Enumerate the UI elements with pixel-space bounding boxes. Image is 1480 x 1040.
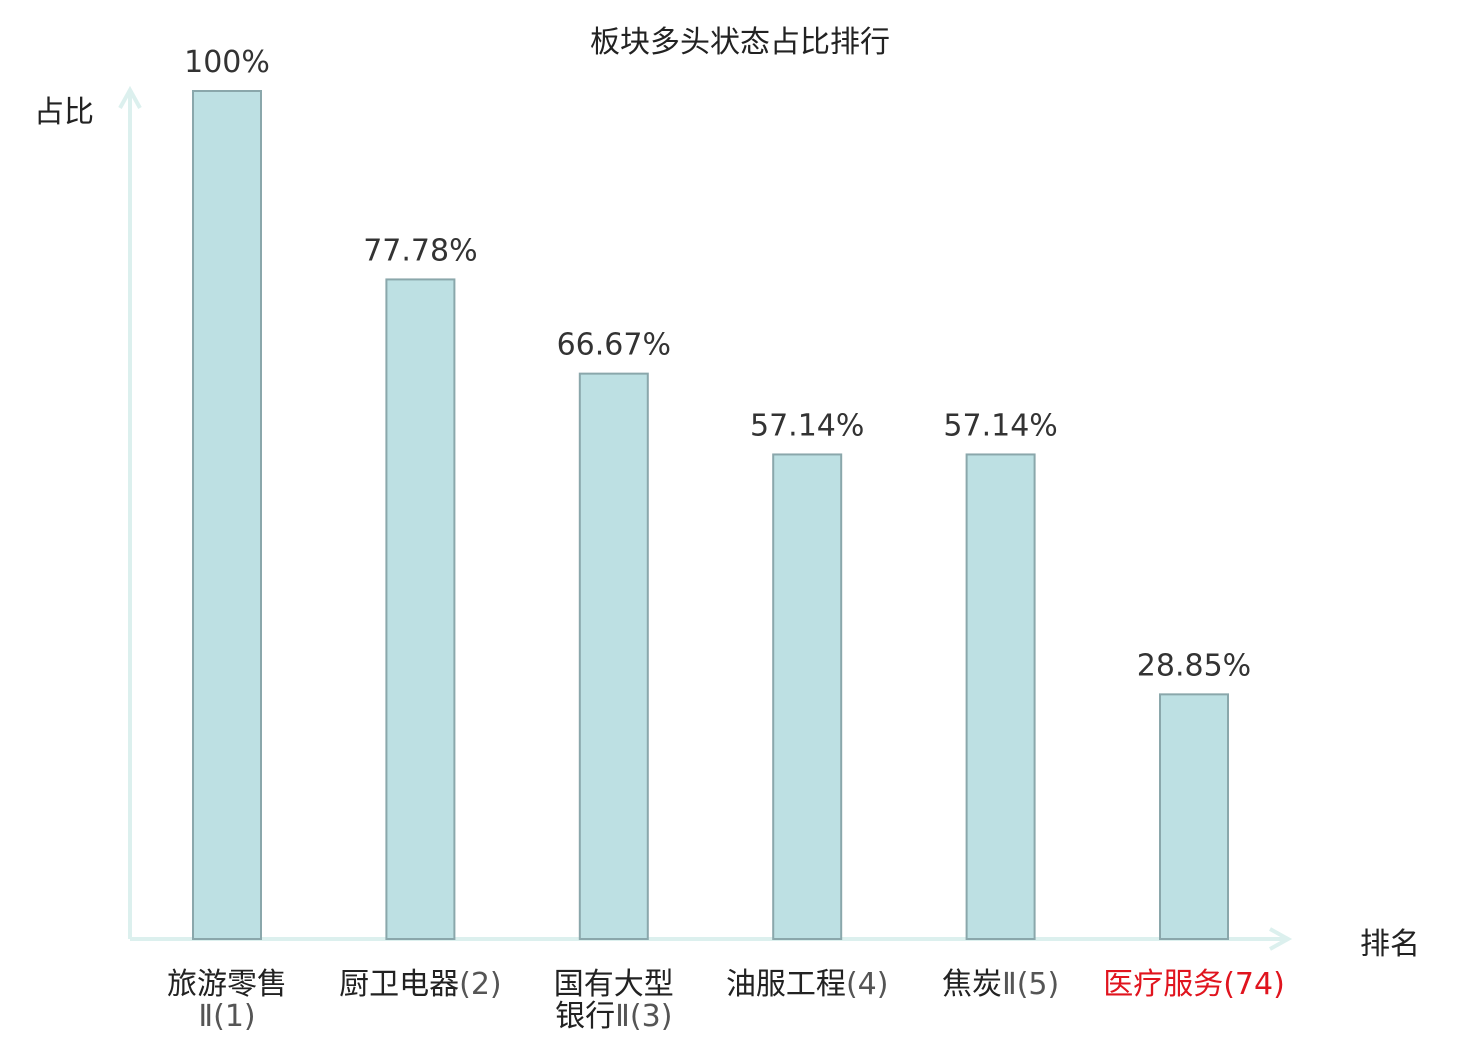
x-axis-label: 排名 [1360, 927, 1420, 962]
category-label: 旅游零售 [167, 967, 287, 1002]
category-name: 旅游零售 [167, 967, 287, 1002]
category-name: 国有大型 [554, 967, 674, 1002]
value-label: 57.14% [750, 408, 864, 443]
category-name: 医疗服务 [1103, 967, 1223, 1002]
x-axis-arrow [1269, 927, 1293, 951]
bar [772, 453, 843, 940]
y-axis-label: 占比 [34, 95, 94, 130]
chart-title: 板块多头状态占比排行 [590, 25, 890, 60]
category-label: 厨卫电器(2) [339, 967, 502, 1002]
category-label: Ⅱ(1) [198, 999, 255, 1034]
category-name: 油服工程 [726, 967, 846, 1002]
value-label: 66.67% [557, 328, 671, 363]
bar [192, 90, 262, 940]
category-name: 焦炭 [942, 967, 1002, 1002]
category-label: 国有大型 [554, 967, 674, 1002]
category-rank: (4) [846, 967, 889, 1002]
bars [192, 90, 1229, 940]
bar [578, 372, 649, 940]
bar [385, 278, 456, 940]
category-label: 银行Ⅱ(3) [555, 999, 672, 1034]
value-label: 57.14% [943, 408, 1057, 443]
category-rank: Ⅱ(5) [1002, 967, 1059, 1002]
y-axis-arrow [118, 85, 142, 109]
category-rank: Ⅱ(1) [198, 999, 255, 1034]
value-label: 100% [184, 45, 270, 80]
value-label: 77.78% [363, 233, 477, 268]
category-label: 油服工程(4) [726, 967, 889, 1002]
value-label: 28.85% [1137, 648, 1251, 683]
category-rank: (74) [1223, 967, 1285, 1002]
category-name: 银行 [555, 999, 615, 1034]
category-label: 医疗服务(74) [1103, 967, 1285, 1002]
category-rank: (2) [459, 967, 502, 1002]
category-name: 厨卫电器 [339, 967, 459, 1002]
bar [1159, 693, 1229, 940]
category-label: 焦炭Ⅱ(5) [942, 967, 1059, 1002]
value-labels: 100% 77.78% 66.67% 57.14% 57.14% 28.85% [184, 45, 1251, 683]
bar [965, 453, 1036, 940]
axes [118, 85, 1293, 951]
category-rank: Ⅱ(3) [615, 999, 672, 1034]
